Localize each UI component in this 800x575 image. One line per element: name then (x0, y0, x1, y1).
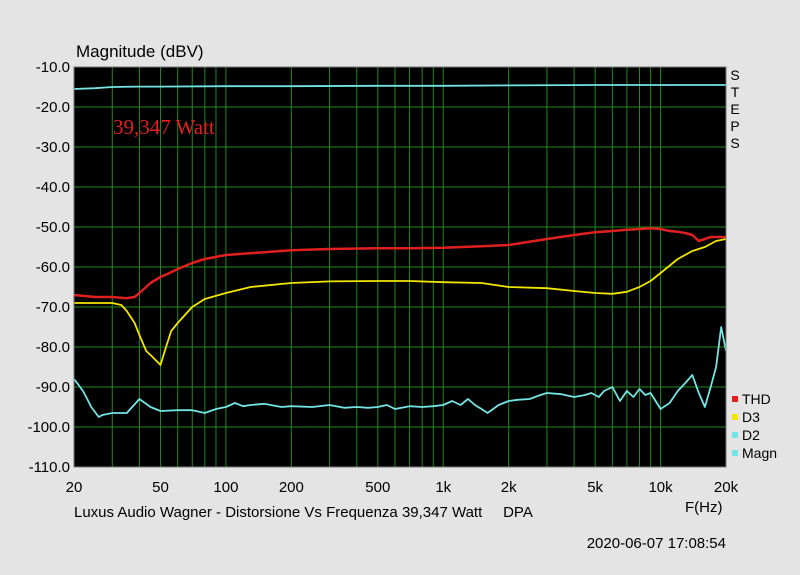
legend-swatch-thd (732, 396, 738, 402)
steps-letter: S (730, 67, 739, 83)
legend-label-thd: THD (742, 391, 771, 407)
legend-swatch-d3 (732, 414, 738, 420)
series-line-d2 (73, 326, 727, 418)
steps-letter: T (731, 84, 740, 100)
series-line-magn (73, 84, 726, 90)
plot-frame (73, 66, 727, 468)
chart-footer: Luxus Audio Wagner - Distorsione Vs Freq… (74, 504, 533, 521)
legend: THD D3 D2 Magn (732, 391, 777, 461)
y-tick-label: -110.0 (29, 459, 70, 476)
y-tick-label: -10.0 (36, 59, 70, 76)
legend-label-d3: D3 (742, 409, 760, 425)
y-tick-label: -100.0 (27, 419, 70, 436)
x-tick-label: 200 (279, 479, 304, 496)
legend-swatch-magn (732, 450, 738, 456)
x-tick-label: 100 (213, 479, 238, 496)
y-tick-label: -50.0 (36, 219, 70, 236)
x-tick-labels: 20 50 100 200 500 1k 2k 5k 10k 20k (66, 479, 739, 496)
chart-title: Magnitude (dBV) (76, 42, 204, 61)
x-tick-label: 10k (648, 479, 673, 496)
x-tick-label: 2k (501, 479, 517, 496)
series-line-thd (73, 226, 726, 300)
timestamp: 2020-06-07 17:08:54 (587, 535, 726, 552)
series-line-d3 (74, 238, 727, 366)
steps-letter: P (730, 118, 739, 134)
y-tick-label: -30.0 (36, 139, 70, 156)
x-axis-label: F(Hz) (685, 499, 723, 516)
legend-swatch-d2 (732, 432, 738, 438)
y-tick-label: -40.0 (36, 179, 70, 196)
x-tick-label: 20 (66, 479, 83, 496)
steps-letter: E (730, 101, 739, 117)
y-tick-label: -70.0 (36, 299, 70, 316)
x-tick-label: 50 (152, 479, 169, 496)
y-tick-label: -90.0 (36, 379, 70, 396)
y-tick-label: -80.0 (36, 339, 70, 356)
x-tick-label: 1k (435, 479, 451, 496)
y-tick-label: -60.0 (36, 259, 70, 276)
legend-label-magn: Magn (742, 445, 777, 461)
x-tick-label: 5k (587, 479, 603, 496)
x-tick-label: 20k (714, 479, 739, 496)
steps-letter: S (730, 135, 739, 151)
y-tick-label: -20.0 (36, 99, 70, 116)
x-tick-label: 500 (365, 479, 390, 496)
series-lines (73, 84, 727, 418)
power-annotation: 39,347 Watt (113, 115, 215, 139)
y-tick-labels: -10.0 -20.0 -30.0 -40.0 -50.0 -60.0 -70.0 -80.0… (27, 59, 70, 476)
legend-label-d2: D2 (742, 427, 760, 443)
